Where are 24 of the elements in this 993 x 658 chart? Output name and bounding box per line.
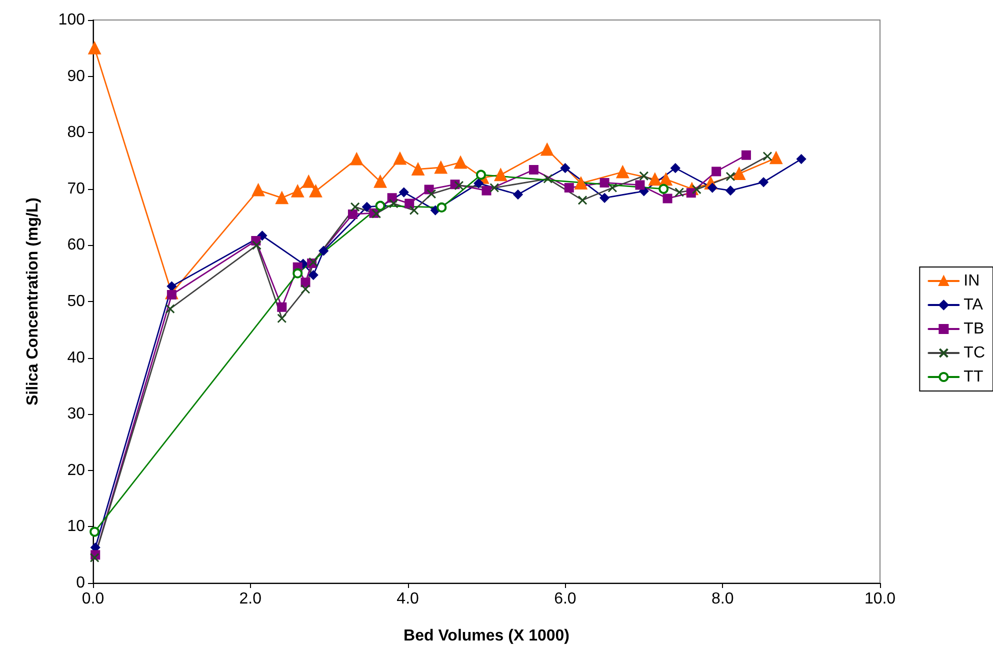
y-tick-label: 80 <box>67 124 86 142</box>
y-tick-label: 20 <box>67 462 86 479</box>
legend-label: TT <box>964 368 984 386</box>
x-tick-label: 0.0 <box>82 590 104 608</box>
x-tick-label: 6.0 <box>554 590 576 608</box>
legend-label: IN <box>964 272 980 290</box>
x-tick-label: 2.0 <box>239 590 262 608</box>
legend-label: TB <box>964 320 984 338</box>
x-tick-label: 10.0 <box>864 590 896 608</box>
y-tick-label: 40 <box>67 349 86 366</box>
x-tick-label: 8.0 <box>711 590 734 608</box>
y-tick-label: 90 <box>67 68 86 85</box>
y-tick-label: 30 <box>67 406 86 423</box>
y-tick-label: 100 <box>58 12 86 28</box>
y-axis-title: Silica Concentration (mg/L) <box>24 197 42 406</box>
x-axis-title: Bed Volumes (X 1000) <box>404 628 570 644</box>
x-tick-label: 4.0 <box>396 590 420 608</box>
y-tick-label: 70 <box>67 180 86 198</box>
legend-label: TC <box>964 344 985 362</box>
legend-label: TA <box>964 296 984 314</box>
y-tick-label: 50 <box>67 293 86 310</box>
y-tick-label: 0 <box>76 574 86 592</box>
y-tick-label: 10 <box>67 518 86 536</box>
y-tick-label: 60 <box>67 236 86 254</box>
